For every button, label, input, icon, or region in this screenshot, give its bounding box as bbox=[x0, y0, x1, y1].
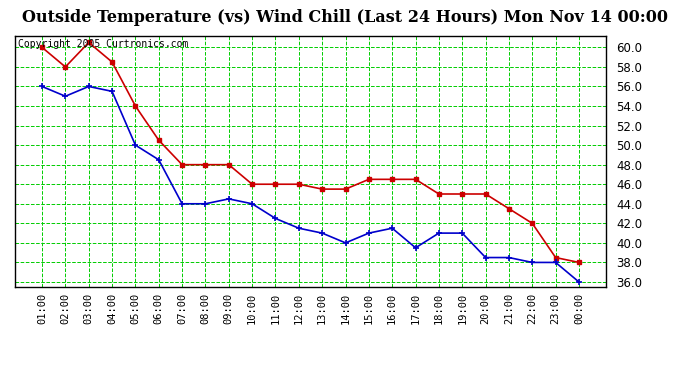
Text: Outside Temperature (vs) Wind Chill (Last 24 Hours) Mon Nov 14 00:00: Outside Temperature (vs) Wind Chill (Las… bbox=[22, 9, 668, 26]
Text: Copyright 2005 Curtronics.com: Copyright 2005 Curtronics.com bbox=[18, 39, 188, 50]
